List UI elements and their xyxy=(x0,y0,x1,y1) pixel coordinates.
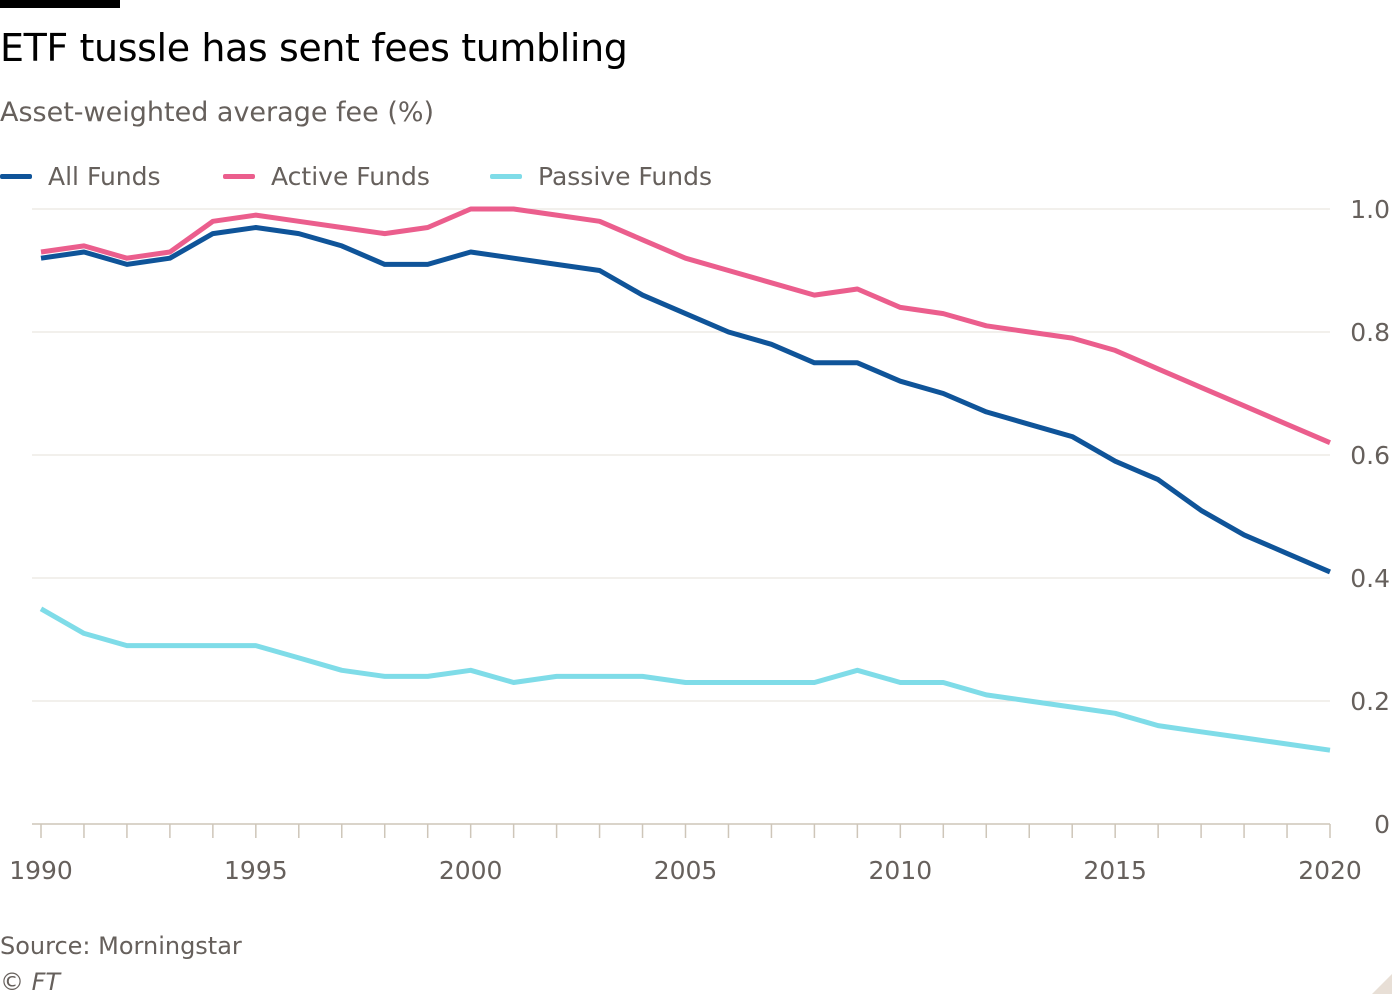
source-note: Source: Morningstar xyxy=(0,932,242,960)
chart-title: ETF tussle has sent fees tumbling xyxy=(0,26,628,70)
x-tick-label: 2020 xyxy=(1298,856,1362,885)
y-tick-label: 0.4 xyxy=(1350,564,1390,593)
legend-item-all-funds: All Funds xyxy=(0,158,161,194)
x-tick-label: 2010 xyxy=(869,856,933,885)
legend-item-active-funds: Active Funds xyxy=(223,158,430,194)
chart-subtitle: Asset-weighted average fee (%) xyxy=(0,97,435,128)
legend-label: Active Funds xyxy=(271,161,430,191)
x-tick-label: 2015 xyxy=(1083,856,1147,885)
copyright-credit: © FT xyxy=(0,968,61,996)
x-tick-label: 1990 xyxy=(9,856,73,885)
series-line-active-funds xyxy=(40,206,1331,445)
x-tick-label: 1995 xyxy=(224,856,288,885)
legend-label: Passive Funds xyxy=(538,161,712,191)
y-tick-label: 0.2 xyxy=(1350,687,1390,716)
x-tick-label: 2000 xyxy=(439,856,503,885)
line-chart: 0 0.2 0.4 0.6 0.8 1.0 1990 1995 2000 2005 2010 2015… xyxy=(9,195,1390,885)
legend-label: All Funds xyxy=(48,161,161,191)
x-tick-label: 2005 xyxy=(654,856,718,885)
y-tick-label: 0.8 xyxy=(1350,318,1390,347)
corner-fold-mark xyxy=(1372,974,1392,994)
brand-bar xyxy=(0,0,120,8)
legend-item-passive-funds: Passive Funds xyxy=(490,158,712,194)
legend-swatch xyxy=(0,173,32,179)
legend-swatch xyxy=(223,173,255,179)
y-tick-label: 1.0 xyxy=(1350,195,1390,224)
series-line-all-funds xyxy=(40,225,1331,575)
y-tick-label: 0.6 xyxy=(1350,441,1390,470)
y-tick-label: 0 xyxy=(1374,810,1390,839)
series-line-passive-funds xyxy=(39,606,1331,753)
legend-swatch xyxy=(490,173,522,179)
